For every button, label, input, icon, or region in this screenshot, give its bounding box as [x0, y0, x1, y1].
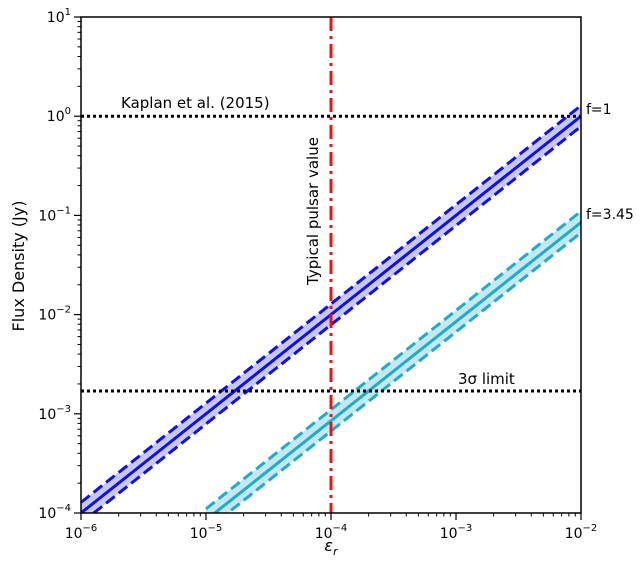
y-tick-label: 10−4: [38, 503, 71, 522]
y-tick-label-base: 10: [38, 308, 56, 324]
y-tick-label: 10−3: [38, 404, 71, 423]
x-axis-title: εr: [324, 536, 339, 558]
x-tick-label: 10−2: [565, 523, 598, 542]
axes-layer: 10−6 10−5 10−4 10−3 10−210−410−310−210−11001…: [38, 7, 597, 542]
x-tick-label-exp: −3: [458, 523, 473, 534]
y-tick-label-base: 10: [47, 109, 65, 125]
hline-label-3sigma: 3σ limit: [458, 370, 515, 388]
y-tick-label-exp: 1: [65, 7, 71, 18]
y-tick-label-exp: −2: [56, 305, 71, 316]
series-0-upper-line: [81, 104, 581, 504]
x-tick-label-exp: −4: [333, 523, 348, 534]
x-tick-label-base: 10: [565, 526, 583, 542]
x-tick-label-base: 10: [65, 526, 83, 542]
y-tick-label-exp: 0: [65, 106, 71, 117]
x-tick-label-exp: −5: [208, 523, 223, 534]
y-tick-label-base: 10: [38, 208, 56, 224]
y-tick-label: 10−1: [38, 205, 71, 224]
x-tick-label-base: 10: [440, 526, 458, 542]
y-tick-label-exp: −3: [56, 404, 71, 415]
x-axis-title-sub: r: [333, 545, 339, 558]
x-tick-label-base: 10: [315, 526, 333, 542]
x-tick-label: 10−4: [315, 523, 348, 542]
x-tick-label: 10−3: [440, 523, 473, 542]
plot-layer: [81, 17, 581, 513]
series-0-lower-line: [91, 125, 581, 513]
x-axis-title-base: ε: [324, 536, 333, 555]
y-tick-label-exp: −4: [56, 503, 71, 514]
series-1-center-line: [212, 221, 581, 513]
y-tick-label: 10−2: [38, 305, 71, 324]
y-tick-label-base: 10: [38, 407, 56, 423]
annotation-layer: Kaplan et al. (2015) 3σ limit f=1 f=3.45…: [121, 94, 634, 388]
hline-label-kaplan: Kaplan et al. (2015): [121, 94, 270, 112]
y-tick-label-exp: −1: [56, 205, 71, 216]
y-axis-title: Flux Density (Jy): [9, 201, 28, 332]
y-tick-label-base: 10: [38, 506, 56, 522]
y-tick-label: 100: [47, 106, 71, 125]
labels-layer: Flux Density (Jy) εr: [9, 201, 339, 558]
series-0-band: [81, 105, 581, 513]
x-tick-label-base: 10: [190, 526, 208, 542]
plot-area: [81, 17, 581, 513]
x-tick-label-exp: −2: [583, 523, 598, 534]
x-tick-label-exp: −6: [83, 523, 98, 534]
series-label-f345: f=3.45: [586, 207, 634, 223]
series-label-f1: f=1: [586, 102, 612, 118]
x-tick-label: 10−5: [190, 523, 223, 542]
x-tick-label: 10−6: [65, 523, 98, 542]
vline-label-pulsar: Typical pulsar value: [304, 137, 322, 286]
y-tick-label-base: 10: [47, 10, 65, 26]
y-tick-label: 101: [47, 7, 71, 26]
